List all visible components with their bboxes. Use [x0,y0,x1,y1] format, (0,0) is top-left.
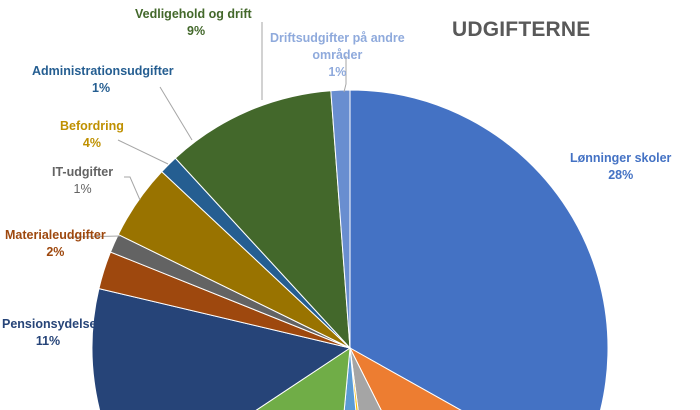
leader-line [124,176,141,201]
chart-title: UDGIFTERNE [452,18,591,41]
label-vedligehold: Vedligehold og drift 9% [135,7,252,38]
leader-line [343,56,347,93]
pie-slice [349,347,382,410]
pie-slice [330,89,351,349]
pie-slice [348,346,462,410]
label-materialeudgifter: Materialeudgifter 2% [5,228,106,259]
leader-line [159,86,193,141]
pie-slice [349,347,359,410]
pie-slice [343,347,357,410]
label-befordring: Befordring 4% [60,119,124,150]
leader-line [70,235,121,238]
pie-slice [91,287,352,410]
label-lonninger: Lønninger skoler 28% [570,151,672,182]
leader-line [117,139,169,165]
label-pensionsydelser: Pensionsydelser 11% [2,317,102,348]
pie-slice [174,90,351,350]
label-administrationsudgifter: Administrationsudgifter 1% [32,64,174,95]
pie-slice [349,89,609,410]
label-it-udgifter: IT-udgifter 1% [52,165,114,196]
label-driftsudgifter-andre: Driftsudgifter på andre områder 1% [270,31,405,79]
